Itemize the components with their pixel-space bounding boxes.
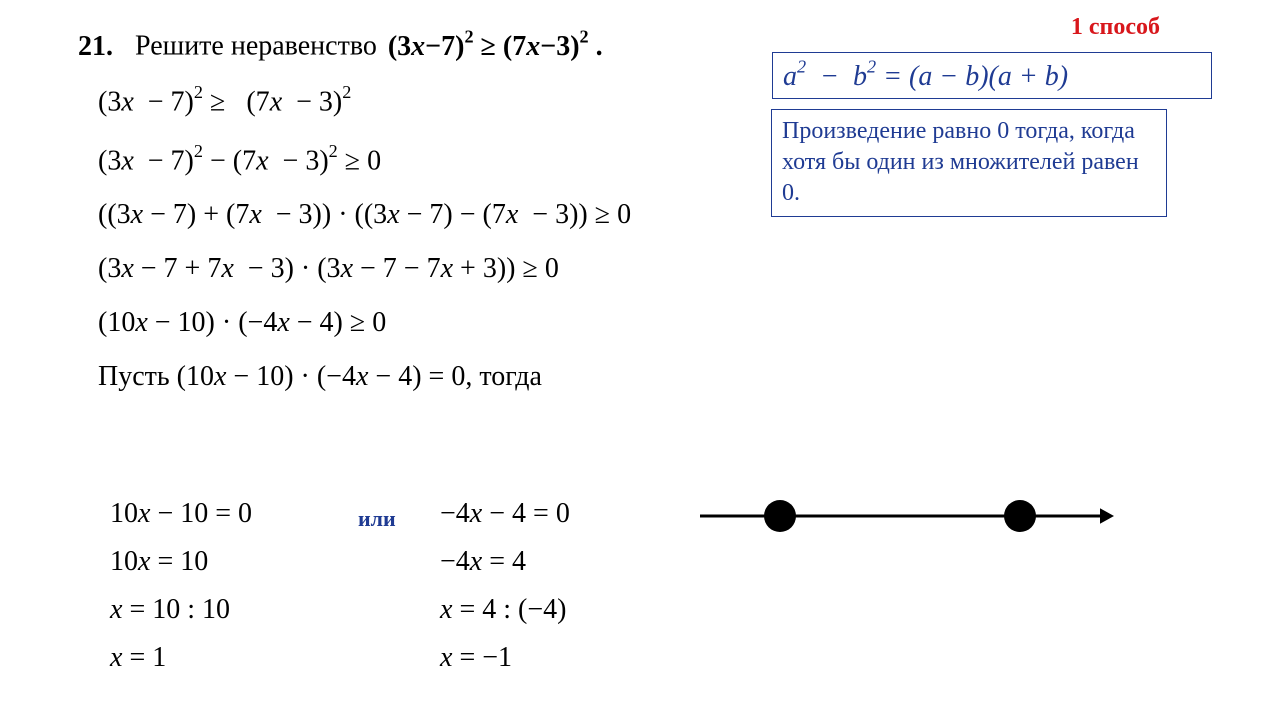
equation-columns: 10x − 10 = 0 10x = 10 x = 10 : 10 x = 1 …	[110, 498, 570, 690]
eq-line: −4x = 4	[440, 546, 570, 578]
eq-line: x = 1	[110, 642, 358, 674]
step-line: Пусть (10x − 10) · (−4x − 4) = 0, тогда	[98, 361, 631, 393]
eq-line: −4x − 4 = 0	[440, 498, 570, 530]
eq-line: 10x − 10 = 0	[110, 498, 358, 530]
step-line: (10x − 10) · (−4x − 4) ≥ 0	[98, 307, 631, 339]
eq-line: 10x = 10	[110, 546, 358, 578]
column-right: −4x − 4 = 0 −4x = 4 x = 4 : (−4) x = −1	[440, 498, 570, 690]
number-line	[700, 486, 1120, 546]
eq-line: x = −1	[440, 642, 570, 674]
eq-line: x = 10 : 10	[110, 594, 358, 626]
prompt-inequality: (3x−7)2 ≥ (7x−3)2 .	[388, 31, 603, 62]
step-line: (3x − 7 + 7x − 3) · (3x − 7 − 7x + 3)) ≥…	[98, 253, 631, 285]
or-label: или	[358, 498, 440, 532]
solution-steps: (3x − 7)2 ≥ (7x − 3)2 (3x − 7)2 − (7x − …	[98, 82, 631, 411]
theorem-text: Произведение равно 0 тогда, когда хотя б…	[782, 118, 1139, 206]
number-line-svg	[700, 486, 1120, 546]
step-line: (3x − 7)2 ≥ (7x − 3)2	[98, 82, 631, 119]
zero-product-theorem-box: Произведение равно 0 тогда, когда хотя б…	[771, 109, 1167, 217]
step-line: ((3x − 7) + (7x − 3)) · ((3x − 7) − (7x …	[98, 199, 631, 231]
formula-box: a2 − b2 = (a − b)(a + b)	[772, 52, 1212, 99]
step-line: (3x − 7)2 − (7x − 3)2 ≥ 0	[98, 141, 631, 178]
prompt-text: Решите неравенство	[135, 31, 377, 62]
method-label: 1 способ	[1071, 14, 1160, 41]
difference-of-squares-formula: a2 − b2 = (a − b)(a + b)	[783, 61, 1068, 92]
problem-prompt: Решите неравенство (3x−7)2 ≥ (7x−3)2 .	[135, 26, 603, 63]
column-left: 10x − 10 = 0 10x = 10 x = 10 : 10 x = 1	[110, 498, 358, 690]
problem-number: 21.	[78, 31, 113, 63]
eq-line: x = 4 : (−4)	[440, 594, 570, 626]
problem-header: 21. Решите неравенство (3x−7)2 ≥ (7x−3)2…	[78, 26, 603, 63]
